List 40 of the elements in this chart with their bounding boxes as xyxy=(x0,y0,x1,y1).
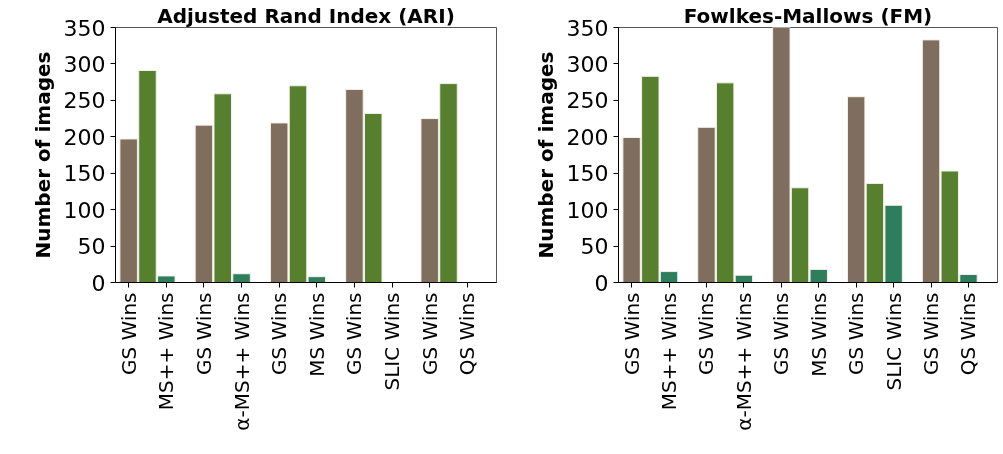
x-tick-label: SLIC Wins xyxy=(881,292,906,391)
x-tick-label: GS Wins xyxy=(694,292,719,376)
y-tick-label: 100 xyxy=(566,197,609,223)
chart-title: Fowlkes-Mallows (FM) xyxy=(683,3,933,28)
y-axis-title: Number of images xyxy=(533,51,558,259)
x-tick-label: GS Wins xyxy=(116,292,141,376)
y-tick-label: 150 xyxy=(63,161,106,187)
x-tick-label: GS Wins xyxy=(342,292,367,376)
y-tick-label: 250 xyxy=(63,88,106,114)
y-tick-label: 300 xyxy=(566,51,609,77)
y-axis-title: Number of images xyxy=(30,51,55,259)
x-tick-label: α-MS++ Wins xyxy=(229,292,254,431)
x-tick-label: α-MS++ Wins xyxy=(731,292,756,431)
x-tick-label: MS++ Wins xyxy=(154,292,179,411)
y-tick-label: 350 xyxy=(63,15,106,41)
y-tick-label: 100 xyxy=(63,197,106,223)
chart-title: Adjusted Rand Index (ARI) xyxy=(157,3,455,28)
y-tick-label: 50 xyxy=(580,234,609,260)
y-tick-label: 200 xyxy=(566,124,609,150)
x-tick-label: GS Wins xyxy=(191,292,216,376)
x-tick-label: QS Wins xyxy=(956,292,981,376)
x-tick-label: MS Wins xyxy=(304,292,329,377)
y-tick-label: 250 xyxy=(566,88,609,114)
y-tick-label: 300 xyxy=(63,51,106,77)
x-tick-label: GS Wins xyxy=(417,292,442,376)
y-tick-label: 350 xyxy=(566,15,609,41)
x-tick-label: GS Wins xyxy=(844,292,869,376)
x-tick-label: GS Wins xyxy=(619,292,644,376)
y-tick-label: 200 xyxy=(63,124,106,150)
x-tick-label: GS Wins xyxy=(769,292,794,376)
y-tick-label: 0 xyxy=(91,270,106,296)
x-tick-label: MS++ Wins xyxy=(657,292,682,411)
y-tick-label: 150 xyxy=(566,161,609,187)
x-tick-label: GS Wins xyxy=(267,292,292,376)
x-tick-label: SLIC Wins xyxy=(380,292,405,391)
y-tick-label: 0 xyxy=(594,270,609,296)
x-tick-label: GS Wins xyxy=(919,292,944,376)
y-tick-label: 50 xyxy=(77,234,106,260)
x-tick-label: QS Wins xyxy=(455,292,480,376)
x-tick-label: MS Wins xyxy=(806,292,831,377)
